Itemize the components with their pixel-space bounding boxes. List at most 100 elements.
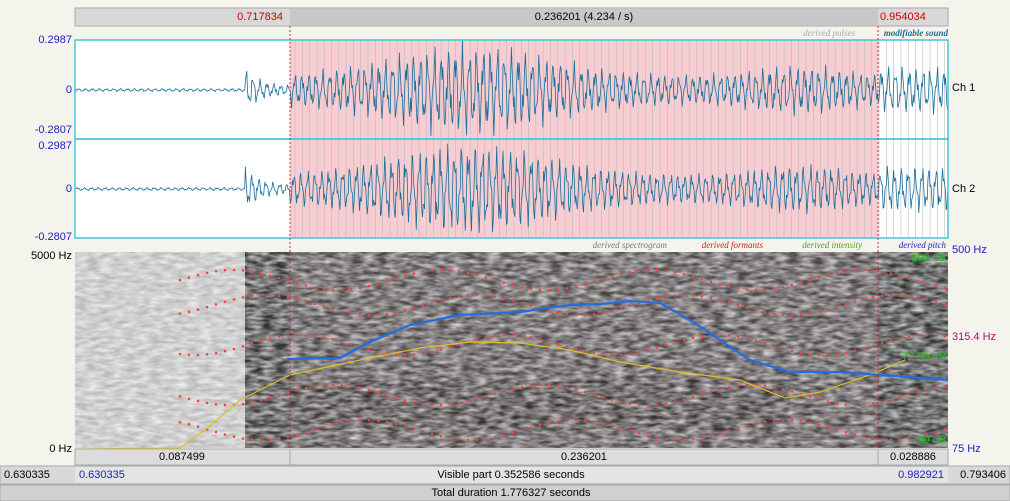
formant-dot (782, 347, 785, 350)
formant-dot (341, 289, 344, 292)
formant-dot (701, 295, 704, 298)
formant-dot (512, 432, 515, 435)
formant-dot (863, 298, 866, 301)
formant-dot (269, 438, 272, 441)
formant-dot (845, 270, 848, 273)
formant-dot (827, 400, 830, 403)
intensity-top: 100 dB (911, 252, 946, 264)
formant-dot (458, 438, 461, 441)
formant-dot (836, 305, 839, 308)
formant-dot (539, 338, 542, 341)
formant-dot (917, 334, 920, 337)
formant-dot (332, 289, 335, 292)
formant-dot (602, 353, 605, 356)
formant-dot (854, 404, 857, 407)
formant-dot (422, 403, 425, 406)
formant-dot (719, 388, 722, 391)
formant-dot (665, 402, 668, 405)
formant-dot (791, 314, 794, 317)
formant-dot (179, 395, 182, 398)
freq-top: 5000 Hz (31, 250, 72, 262)
formant-dot (296, 334, 299, 337)
formant-dot (458, 295, 461, 298)
formant-dot (737, 385, 740, 388)
formant-dot (305, 300, 308, 303)
formant-dot (611, 275, 614, 278)
formant-dot (629, 402, 632, 405)
formant-dot (809, 421, 812, 424)
formant-dot (233, 298, 236, 301)
formant-dot (845, 303, 848, 306)
formant-dot (377, 419, 380, 422)
formant-dot (926, 283, 929, 286)
formant-dot (359, 287, 362, 290)
formant-dot (422, 352, 425, 355)
formant-dot (458, 270, 461, 273)
formant-dot (269, 337, 272, 340)
formant-dot (899, 396, 902, 399)
formant-dot (647, 269, 650, 272)
formant-dot (314, 385, 317, 388)
formant-dot (188, 311, 191, 314)
formant-dot (944, 335, 947, 338)
formant-dot (890, 294, 893, 297)
formant-dot (467, 272, 470, 275)
formant-dot (845, 403, 848, 406)
formant-dot (818, 354, 821, 357)
formant-dot (773, 287, 776, 290)
formant-dot (485, 336, 488, 339)
channel-label[interactable]: Ch 1 (952, 82, 975, 94)
formant-dot (179, 279, 182, 282)
formant-dot (224, 433, 227, 436)
ch2-zero: 0 (66, 183, 72, 195)
formant-dot (620, 354, 623, 357)
formant-dot (863, 436, 866, 439)
formant-dot (368, 285, 371, 288)
formant-dot (521, 386, 524, 389)
formant-dot (305, 334, 308, 337)
formant-dot (818, 398, 821, 401)
formant-dot (188, 354, 191, 357)
formant-dot (494, 335, 497, 338)
formant-dot (485, 395, 488, 398)
formant-dot (395, 397, 398, 400)
formant-dot (278, 336, 281, 339)
formant-dot (539, 384, 542, 387)
formant-dot (755, 339, 758, 342)
channel-label[interactable]: Ch 2 (952, 183, 975, 195)
formant-dot (773, 313, 776, 316)
formant-dot (503, 434, 506, 437)
formant-dot (242, 403, 245, 406)
formant-dot (755, 309, 758, 312)
formant-dot (629, 429, 632, 432)
intensity-bottom: 50 dB (917, 434, 946, 446)
formant-dot (656, 436, 659, 439)
formant-dot (620, 427, 623, 430)
formant-dot (764, 384, 767, 387)
formant-dot (287, 296, 290, 299)
formant-dot (638, 432, 641, 435)
formant-dot (476, 294, 479, 297)
formant-dot (188, 276, 191, 279)
formant-dot (242, 296, 245, 299)
formant-dot (845, 431, 848, 434)
formant-dot (323, 336, 326, 339)
formant-dot (512, 334, 515, 337)
formant-dot (926, 334, 929, 337)
formant-dot (827, 308, 830, 311)
formant-dot (323, 384, 326, 387)
legend-intensity: derived intensity (802, 240, 862, 250)
formant-dot (917, 391, 920, 394)
formant-dot (503, 297, 506, 300)
formant-dot (197, 425, 200, 428)
formant-dot (233, 348, 236, 351)
formant-dot (377, 351, 380, 354)
formant-dot (683, 439, 686, 442)
visible-length: Visible part 0.352586 seconds (437, 469, 585, 481)
formant-dot (683, 339, 686, 342)
formant-dot (386, 313, 389, 316)
formant-dot (656, 269, 659, 272)
formant-dot (431, 351, 434, 354)
formant-dot (710, 281, 713, 284)
formant-dot (566, 287, 569, 290)
